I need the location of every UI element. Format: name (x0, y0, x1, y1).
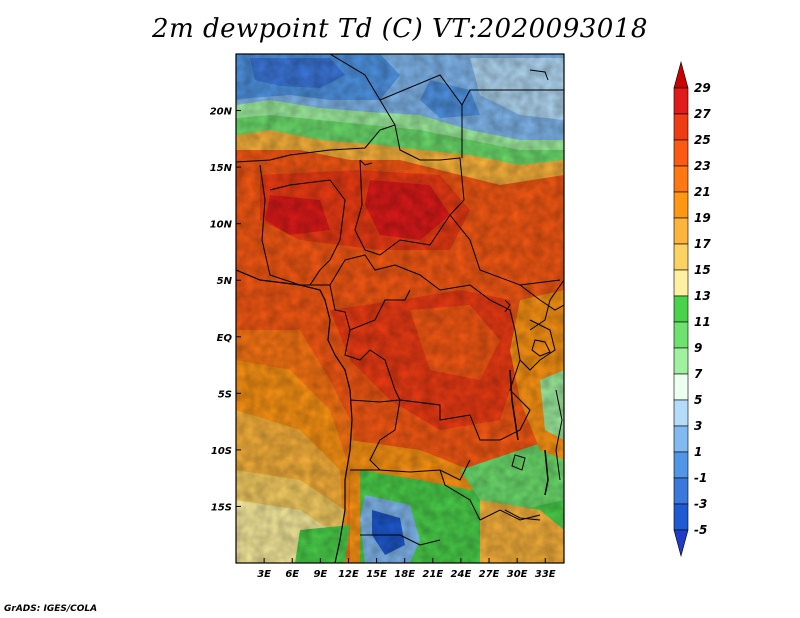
grads-credit: GrADS: IGES/COLA (4, 604, 98, 614)
plot-frame (235, 53, 565, 564)
border-sahel (236, 124, 561, 286)
lon-tick-label: 18E (394, 569, 415, 580)
colorbar-segment (673, 503, 689, 531)
lake-albert (504, 299, 511, 313)
colorbar-segment (673, 113, 689, 141)
colorbar-bottom-triangle (673, 529, 689, 558)
coastline-east (555, 389, 563, 481)
colorbar-segment (673, 191, 689, 219)
border-ethiopia (529, 279, 564, 331)
colorbar-segment (673, 321, 689, 349)
colorbar-label: 11 (694, 315, 711, 329)
lon-tick-label: 3E (257, 569, 271, 580)
lat-tick-label: 15N (210, 163, 233, 174)
border-zambia (439, 469, 481, 521)
colorbar-segment (673, 425, 689, 453)
chart-title: 2m dewpoint Td (C) VT:2020093018 (152, 14, 648, 44)
lon-tick-label: 24E (451, 569, 472, 580)
colorbar-label: 9 (694, 341, 702, 355)
colorbar-label: 25 (694, 133, 711, 147)
colorbar-segment (673, 269, 689, 297)
coastline-west (236, 269, 353, 563)
colorbar-segment (673, 295, 689, 323)
colorbar-label: -5 (694, 523, 707, 537)
border-cameroon-congo (329, 284, 411, 331)
border-car (329, 254, 491, 301)
colorbar-segment (673, 477, 689, 505)
colorbar-segment (673, 347, 689, 375)
colorbar-label: 29 (694, 81, 711, 95)
lake-tanganyika (509, 369, 519, 441)
border-egypt-sudan (461, 89, 564, 106)
colorbar-segment (673, 165, 689, 193)
colorbar-label: 23 (694, 159, 711, 173)
lake-kariba (504, 509, 541, 521)
border-chad-libya (379, 74, 463, 158)
lon-tick-label: 9E (313, 569, 327, 580)
colorbar-label: 13 (694, 289, 711, 303)
lon-tick-label: 12E (338, 569, 359, 580)
lake-bangweulu (511, 454, 526, 471)
colorbar-top-triangle (673, 60, 689, 89)
colorbar-label: -3 (694, 497, 707, 511)
lon-axis: 3E 6E 9E 12E 15E 18E 21E 24E 27E 30E 33E (257, 558, 556, 580)
lon-tick-label: 27E (479, 569, 500, 580)
lake-victoria (531, 339, 551, 357)
lat-axis: 20N 15N 10N 5N EQ 5S 10S 15S (210, 107, 241, 513)
colorbar-label: 5 (694, 393, 702, 407)
border-uganda (519, 319, 556, 371)
colorbar: 29 27 25 23 21 19 17 15 13 11 9 7 5 3 1 -1 -3 -5 (673, 60, 711, 558)
border-drc-east (489, 299, 531, 411)
lake-malawi (544, 449, 549, 496)
colorbar-label: -1 (694, 471, 707, 485)
colorbar-label: 1 (694, 445, 702, 459)
lon-tick-label: 21E (422, 569, 443, 580)
colorbar-segment (673, 451, 689, 479)
colorbar-segment (673, 399, 689, 427)
colorbar-label: 21 (694, 185, 711, 199)
border-botswana (360, 534, 441, 546)
lat-tick-label: 5N (217, 276, 233, 287)
border-nigeria (269, 179, 346, 286)
border-angola-south (350, 459, 471, 481)
field-texture (236, 54, 564, 563)
lake-chad (359, 159, 373, 166)
colorbar-segment (673, 217, 689, 245)
lat-tick-label: 10N (210, 220, 233, 231)
border-chad (354, 159, 451, 256)
colorbar-label: 15 (694, 263, 711, 277)
lat-tick-label: 5S (218, 389, 232, 400)
colorbar-segment (673, 139, 689, 167)
lat-tick-label: 20N (210, 107, 233, 118)
border-zimbabwe (479, 509, 541, 521)
colorbar-segment (673, 87, 689, 115)
colorbar-label: 27 (694, 107, 711, 121)
colorbar-label: 17 (694, 237, 711, 251)
lon-tick-label: 30E (507, 569, 528, 580)
colorbar-segment (673, 373, 689, 401)
border-benin (259, 164, 330, 286)
lon-tick-label: 33E (535, 569, 556, 580)
border-angola-north (349, 399, 401, 471)
lon-tick-label: 15E (366, 569, 387, 580)
coast-northeast (529, 69, 549, 81)
colorbar-segment (673, 243, 689, 271)
border-south-sudan (519, 284, 564, 311)
lon-tick-label: 6E (285, 569, 299, 580)
lat-tick-label: EQ (217, 333, 233, 344)
lat-tick-label: 15S (211, 502, 232, 513)
dewpoint-field (236, 54, 564, 563)
political-borders (236, 54, 564, 563)
colorbar-label: 7 (694, 367, 703, 381)
border-niger-libya (329, 54, 396, 126)
colorbar-label: 3 (694, 419, 702, 433)
border-gabon (344, 329, 401, 401)
colorbar-label: 19 (694, 211, 711, 225)
lat-tick-label: 10S (211, 446, 232, 457)
